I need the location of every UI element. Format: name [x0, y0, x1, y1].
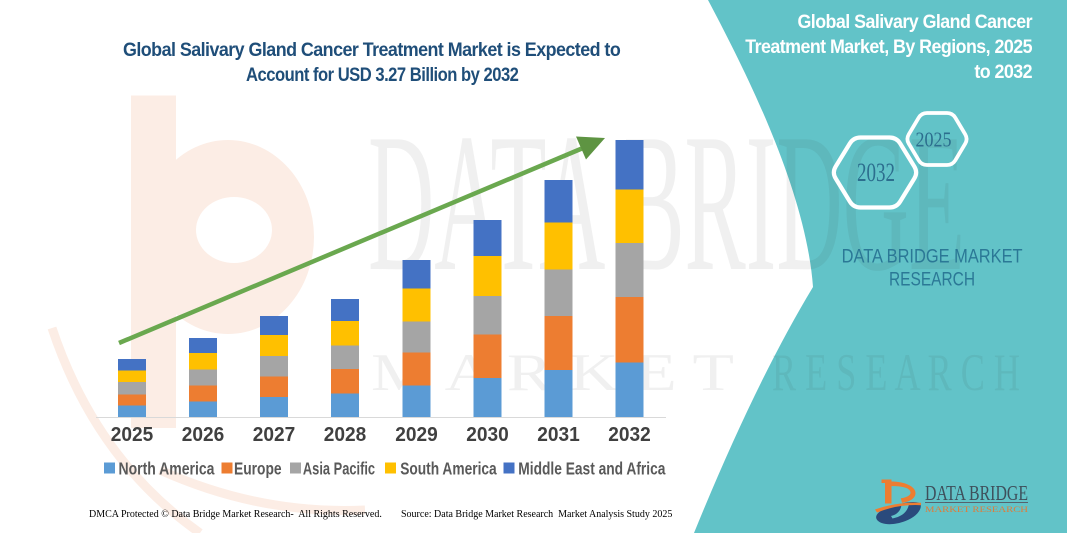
- svg-text:DATA BRIDGE: DATA BRIDGE: [368, 93, 965, 312]
- svg-text:2031: 2031: [537, 423, 580, 446]
- svg-text:Asia Pacific: Asia Pacific: [303, 458, 375, 478]
- svg-text:Middle East and Africa: Middle East and Africa: [518, 458, 665, 478]
- svg-text:South America: South America: [400, 458, 497, 478]
- svg-text:DATA BRIDGE: DATA BRIDGE: [925, 481, 1028, 505]
- svg-text:2027: 2027: [253, 423, 296, 446]
- svg-text:2025: 2025: [916, 127, 952, 151]
- svg-text:2032: 2032: [857, 157, 895, 187]
- svg-text:2032: 2032: [608, 423, 651, 446]
- svg-text:2025: 2025: [111, 423, 154, 446]
- svg-text:MARKET RESEARCH: MARKET RESEARCH: [925, 505, 1028, 514]
- svg-text:R E S E A R C H: R E S E A R C H: [772, 344, 1020, 402]
- svg-text:2028: 2028: [324, 423, 367, 446]
- svg-text:2026: 2026: [182, 423, 225, 446]
- svg-text:2029: 2029: [395, 423, 438, 446]
- svg-text:2030: 2030: [466, 423, 509, 446]
- svg-text:DATA BRIDGE MARKET: DATA BRIDGE MARKET: [842, 247, 1023, 268]
- svg-text:RESEARCH: RESEARCH: [889, 270, 975, 291]
- svg-text:Europe: Europe: [234, 458, 282, 478]
- svg-text:North America: North America: [119, 458, 215, 478]
